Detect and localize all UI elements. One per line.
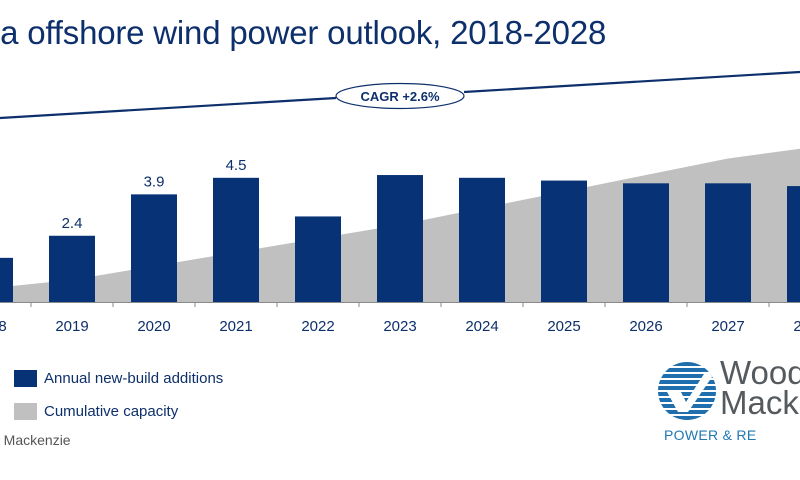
legend: Annual new-build additions Cumulative ca…: [14, 362, 223, 428]
bar-2021: [213, 177, 259, 302]
legend-label-cumulative: Cumulative capacity: [44, 403, 179, 420]
legend-item-cumulative: Cumulative capacity: [14, 395, 223, 428]
bar-2019: [49, 235, 95, 302]
cagr-callout-ellipse: [335, 82, 465, 110]
wood-mackenzie-logo: Wood Macke POWER & RE: [656, 354, 800, 450]
cagr-trend-line-right: [463, 70, 800, 94]
x-tick-label-2020: 2020: [137, 318, 170, 335]
bar-2023: [377, 175, 423, 302]
data-label-2021: 4.5: [226, 157, 247, 174]
x-tick-label-2018: 2018: [0, 318, 7, 335]
legend-swatch-cumulative: [14, 403, 37, 420]
legend-swatch-annual: [14, 370, 37, 387]
bar-2025: [541, 180, 587, 302]
x-tick-label-2028: 2028: [793, 318, 800, 335]
bar-2020: [131, 194, 177, 302]
bar-2018: [0, 257, 13, 302]
x-tick-label-2019: 2019: [55, 318, 88, 335]
bar-2028: [787, 186, 800, 302]
x-tick-label-2022: 2022: [301, 318, 334, 335]
cagr-trend-line-left: [0, 96, 337, 120]
logo-text-line2: Macke: [720, 384, 800, 421]
logo-subtitle: POWER & RE: [664, 427, 757, 443]
x-tick-label-2021: 2021: [219, 318, 252, 335]
chart-area: 1.62.43.94.52018201920202021202220232024…: [0, 70, 800, 335]
bar-2027: [705, 183, 751, 302]
logo-globe-check-icon: [658, 362, 716, 420]
legend-label-annual: Annual new-build additions: [44, 370, 224, 387]
logo-text-line1: Wood: [720, 354, 800, 391]
legend-item-annual: Annual new-build additions: [14, 362, 223, 395]
x-tick-label-2027: 2027: [711, 318, 744, 335]
x-tick-label-2023: 2023: [383, 318, 416, 335]
source-note: d Mackenzie: [0, 432, 71, 448]
cagr-label: CAGR +2.6%: [360, 89, 440, 104]
data-label-2019: 2.4: [62, 215, 83, 232]
bar-2022: [295, 216, 341, 302]
bar-2026: [623, 183, 669, 302]
data-label-2020: 3.9: [144, 173, 165, 190]
bar-2024: [459, 177, 505, 302]
x-tick-label-2025: 2025: [547, 318, 580, 335]
x-tick-label-2024: 2024: [465, 318, 498, 335]
chart-title: na offshore wind power outlook, 2018-202…: [0, 14, 607, 51]
x-tick-label-2026: 2026: [629, 318, 662, 335]
